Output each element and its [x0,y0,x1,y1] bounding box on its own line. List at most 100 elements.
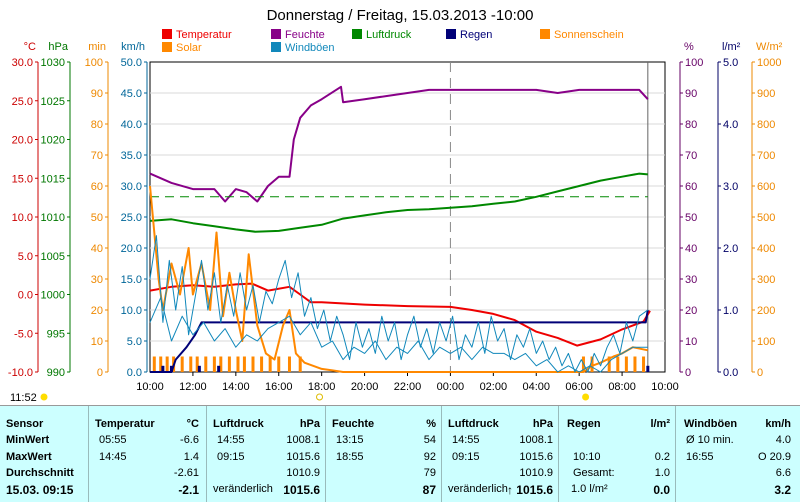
humidity-unit: % [426,418,436,430]
left-tick-label: 35.0 [121,150,142,162]
wind-unit: km/h [765,418,791,430]
left-tick-label: 70 [91,150,103,162]
temp-avg-value: -2.61 [173,467,199,479]
sunshine-bar [189,356,193,372]
right-tick-label: 60 [685,181,697,193]
humidity-max-value: 92 [423,451,436,463]
left-tick-label: 5.0 [127,336,142,348]
pressure2-max-time: 09:15 [452,451,480,463]
left-tick-label: 15.0 [121,274,142,286]
legend-label: Luftdruck [366,29,412,41]
left-tick-label: 30 [91,274,103,286]
sunshine-bar [236,356,240,372]
x-tick-label: 14:00 [222,381,250,393]
left-tick-label: 0.0 [127,367,142,379]
right-tick-label: 900 [757,88,775,100]
sunshine-bar [219,356,223,372]
sunshine-bar [212,356,216,372]
sunshine-bar [165,356,169,372]
left-tick-label: 60 [91,181,103,193]
legend-label: Solar [176,42,202,54]
right-tick-label: 600 [757,181,775,193]
left-tick-label: 10.0 [121,305,142,317]
sunshine-bar [590,356,594,372]
sunshine-bar [287,356,291,372]
stats-col-sensor: Sensor MinWert MaxWert Durchschnitt 15.0… [0,406,88,502]
left-tick-label: 20.0 [121,243,142,255]
x-tick-label: 10:00 [136,381,164,393]
right-tick-label: 30 [685,274,697,286]
rain-bar [161,365,165,372]
pressure2-max-value: 1015.6 [519,451,553,463]
legend-label: Sonnenschein [554,29,624,41]
pressure-header: Luftdruck [213,418,264,430]
series-luftdruck [149,172,648,233]
humidity-header: Feuchte [332,418,375,430]
x-tick-label: 06:00 [565,381,593,393]
right-tick-label: 2.0 [723,243,738,255]
temp-unit: °C [186,418,199,430]
x-tick-label: 12:00 [179,381,207,393]
left-tick-label: 1010 [41,212,65,224]
series-regen [150,309,649,373]
sunset-icon [316,393,324,401]
left-tick-label: 30.0 [12,57,33,69]
left-tick-label: 25.0 [121,212,142,224]
axis-unit-labels: °C hPa min km/h% l/m² W/m² [24,41,783,53]
pressure-avg-value: 1010.9 [286,467,320,479]
x-tick-label: 16:00 [265,381,293,393]
stats-col-windboeen: Windböen km/h Ø 10 min. 4.0 16:55 O 20.9 6.… [675,406,800,502]
left-tick-label: 990 [47,367,65,379]
left-axis-unit: min [88,41,106,53]
sunshine-bar [260,356,264,372]
left-tick-label: -10.0 [8,367,33,379]
temp-min-time: 05:55 [99,434,127,446]
left-tick-label: 0 [97,367,103,379]
legend-label: Regen [460,29,492,41]
temp-max-value: 1.4 [183,451,199,463]
chart-title: Donnerstag / Freitag, 15.03.2013 -10:00 [267,7,534,24]
left-time-label: 11:52 [10,392,37,404]
right-tick-label: 100 [685,57,703,69]
humidity-min-value: 54 [423,434,436,446]
legend-swatch [162,42,172,52]
stats-col-temperatur: Temperatur °C 05:55 -6.6 14:45 1.4 -2.61 -2… [88,406,207,502]
rain-current-value: 0.0 [653,483,670,497]
left-tick-label: 50.0 [121,57,142,69]
left-tick-label: 5.0 [18,251,33,263]
pressure2-min-value: 1008.1 [519,434,553,446]
legend-swatch [352,29,362,39]
legend-label: Temperatur [176,29,232,41]
series-solar [149,185,649,373]
rain-unit: l/m² [650,418,670,430]
legend-label: Feuchte [285,29,325,41]
stats-col-regen: Regen l/m² 10:10 0.2 Gesamt: 1.0 1.0 l/m² 0.… [558,406,676,502]
left-axis-unit: °C [24,41,36,53]
sunrise-icon [582,393,590,401]
wind-current-value: 3.2 [774,483,791,497]
right-tick-label: 50 [685,212,697,224]
left-tick-label: 40.0 [121,119,142,131]
sunshine-bar [204,356,208,372]
sunshine-bar [298,356,302,372]
humidity-max-time: 18:55 [336,451,364,463]
right-tick-label: 200 [757,305,775,317]
pressure2-trend-label: veränderlich [448,483,508,495]
left-tick-label: 30.0 [121,181,142,193]
left-tick-label: 1030 [41,57,65,69]
left-tick-label: 0.0 [18,290,33,302]
rain-total-value: 1.0 [654,467,670,479]
humidity-avg-value: 79 [423,467,436,479]
sunshine-bar [227,356,231,372]
x-tick-label: 00:00 [437,381,465,393]
right-tick-label: 0 [757,367,763,379]
axes-ticks: 10:00 12:00 14:00 16:00 18:00 20:00 22:00 00:00… [8,57,782,393]
left-tick-label: 20.0 [12,135,33,147]
max-label: MaxWert [6,451,52,463]
rain-min-time: 10:10 [573,451,601,463]
series-lines [149,85,651,373]
pressure2-min-time: 14:55 [452,434,480,446]
pressure2-header: Luftdruck [448,418,499,430]
left-tick-label: 1025 [41,96,65,108]
series-feuchte [149,85,649,203]
